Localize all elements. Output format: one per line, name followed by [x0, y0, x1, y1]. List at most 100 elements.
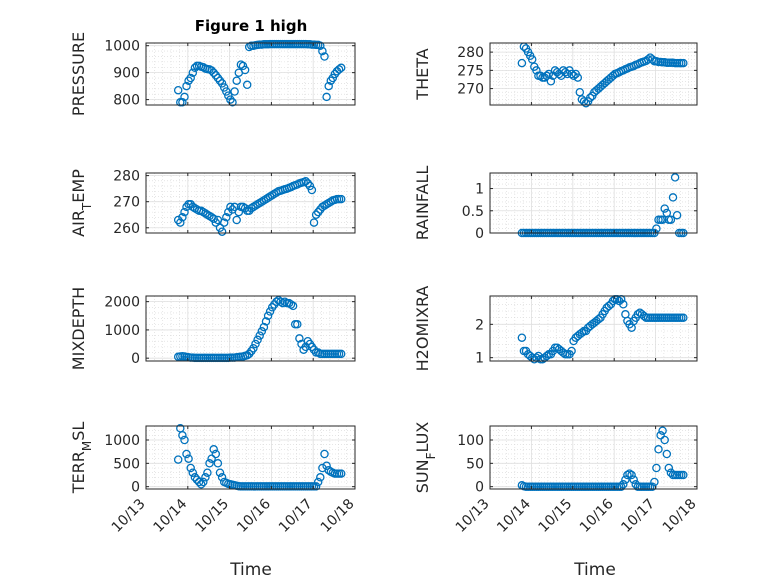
data-point [186, 73, 195, 83]
data-point [203, 210, 212, 219]
data-point [654, 445, 663, 454]
data-point [307, 185, 317, 195]
subplot-3: 260 270 280 AIRTEMP [69, 169, 356, 237]
data-point [190, 473, 200, 482]
data-point [173, 85, 183, 95]
data-point [278, 298, 287, 308]
y-tick-label: 275 [457, 63, 484, 79]
data-point [180, 92, 189, 102]
data-point [616, 482, 626, 491]
data-point [261, 317, 271, 326]
y-tick-label: 50 [466, 456, 484, 472]
data-point [322, 92, 331, 102]
data-point [577, 328, 587, 337]
data-point [313, 348, 323, 357]
data-point [567, 346, 576, 356]
data-point [318, 202, 327, 212]
data-point [213, 459, 223, 468]
data-point [320, 52, 329, 61]
y-tick-label: 2000 [104, 295, 140, 311]
data-point [253, 335, 262, 345]
y-tick-label: 270 [113, 195, 140, 211]
data-point [251, 339, 260, 349]
y-tick-label: 0.5 [462, 204, 484, 220]
data-point [173, 215, 183, 225]
y-tick-label: 1000 [104, 433, 140, 449]
y-axis-label: TERRMSL [69, 422, 94, 495]
data-point [201, 473, 210, 482]
data-point [679, 313, 688, 322]
data-point [232, 215, 241, 225]
data-point [276, 297, 285, 306]
data-point [217, 79, 227, 88]
data-point [532, 66, 541, 75]
y-tick-label: 0 [131, 480, 140, 496]
data-point [224, 91, 233, 100]
data-point [230, 87, 239, 96]
data-point [199, 477, 208, 487]
data-point [265, 307, 275, 316]
data-point [679, 58, 688, 68]
data-point [255, 198, 264, 208]
data-point [336, 349, 346, 359]
data-point [194, 477, 204, 487]
data-point [242, 80, 252, 90]
figure-title: Figure 1 high [195, 17, 308, 35]
data-point [542, 351, 551, 361]
data-point [660, 204, 669, 213]
data-point [679, 470, 688, 480]
data-point [217, 473, 227, 482]
data-point [180, 207, 189, 217]
data-point [652, 463, 661, 473]
data-point [313, 207, 323, 217]
data-point [209, 445, 218, 454]
data-point [184, 454, 193, 463]
data-point [517, 333, 527, 342]
data-point [650, 477, 659, 487]
data-point [627, 470, 636, 480]
data-point [257, 197, 267, 206]
y-axis-label: SUNFLUX [413, 422, 438, 494]
data-point [652, 224, 661, 233]
y-axis-label: PRESSURE [69, 32, 88, 116]
y-tick-label: 1000 [104, 323, 140, 339]
axes-box [145, 295, 356, 362]
data-point [668, 193, 678, 202]
data-point [188, 202, 198, 212]
scatter-series [517, 42, 688, 108]
subplot-2: 270 275 280 THETA [413, 42, 698, 108]
data-point [226, 202, 235, 212]
data-point [567, 69, 576, 79]
data-point [316, 473, 325, 482]
data-point [322, 200, 331, 209]
data-point [211, 218, 221, 227]
data-point [211, 449, 221, 459]
data-point [286, 300, 296, 309]
data-point [320, 449, 329, 459]
data-point [573, 73, 583, 82]
axes-box [145, 425, 356, 490]
axes-box [145, 42, 356, 106]
data-point [311, 482, 321, 491]
data-point [542, 71, 551, 81]
y-axis-label: H2OMIXRA [413, 286, 432, 372]
data-point [247, 203, 256, 213]
data-point [196, 480, 206, 489]
data-point [295, 334, 304, 343]
data-point [251, 201, 260, 210]
data-point [569, 71, 578, 81]
y-tick-label: 280 [457, 45, 484, 61]
data-point [619, 300, 628, 309]
y-tick-label: 1 [475, 182, 484, 198]
data-point [257, 327, 267, 336]
x-axis-label-right: Time [573, 560, 616, 580]
axes-box [145, 172, 356, 234]
data-point [328, 73, 338, 83]
data-point [305, 181, 315, 191]
scatter-series [173, 177, 346, 236]
data-point [336, 63, 346, 73]
data-point [575, 87, 585, 97]
subplot-4: 0 0.5 1 RAINFALL [413, 166, 698, 242]
data-point [594, 315, 603, 324]
data-point [219, 218, 229, 227]
